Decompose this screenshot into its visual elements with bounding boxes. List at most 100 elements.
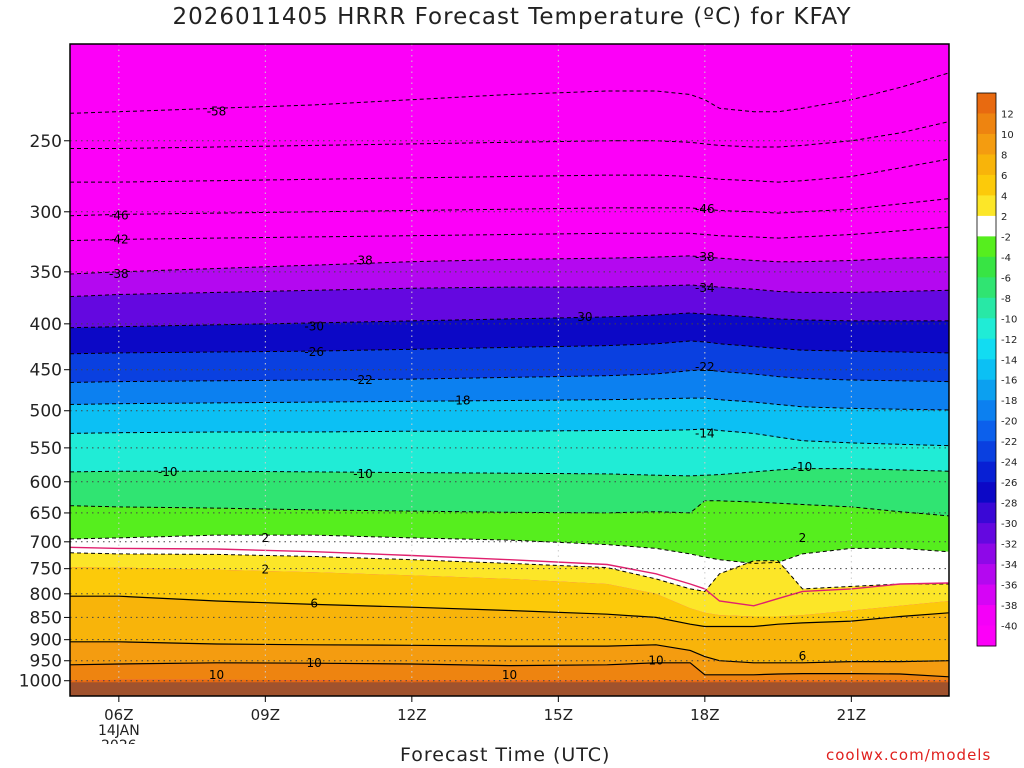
- contour-label: -30: [573, 310, 593, 324]
- dashed-isotherm: [70, 226, 949, 242]
- colorbar-label: -26: [1001, 478, 1017, 489]
- colorbar-label: -8: [1001, 294, 1011, 305]
- fill-band: [70, 521, 949, 564]
- dashed-isotherm: [70, 340, 949, 355]
- x-tick-label: 09Z: [251, 706, 280, 724]
- colorbar-label: 8: [1001, 150, 1007, 161]
- colorbar-swatch: [977, 154, 996, 176]
- zero-isotherm: [70, 546, 949, 607]
- y-tick-label: 650: [30, 504, 62, 524]
- dashed-isotherm: [70, 158, 949, 183]
- contour-label: 2: [262, 531, 270, 545]
- contour-label: -22: [695, 360, 715, 374]
- solid-isotherm: [70, 662, 949, 678]
- colorbar-label: -14: [1001, 355, 1017, 366]
- dashed-isotherm: [70, 397, 949, 411]
- x-tick-label: 15Z: [544, 706, 573, 724]
- x-tick-label: 12Z: [397, 706, 426, 724]
- colorbar-label: -18: [1001, 396, 1017, 407]
- dashed-isotherm: [70, 198, 949, 217]
- contour-label: 10: [307, 656, 322, 670]
- colorbar-label: -34: [1001, 560, 1017, 571]
- colorbar-label: -4: [1001, 253, 1011, 264]
- y-tick-label: 750: [30, 560, 62, 580]
- y-tick-label: 450: [30, 361, 62, 381]
- colorbar-label: -22: [1001, 437, 1017, 448]
- colorbar-label: -20: [1001, 417, 1017, 428]
- colorbar-swatch: [977, 195, 996, 217]
- colorbar-swatch: [977, 93, 996, 114]
- contour-label: -58: [207, 105, 227, 119]
- colorbar-swatch: [977, 584, 996, 606]
- contour-label: -34: [695, 281, 715, 295]
- colorbar-label: -6: [1001, 273, 1011, 284]
- ground-layer: [70, 682, 949, 696]
- contour-label: 6: [310, 596, 318, 610]
- contour-label: 10: [648, 654, 663, 668]
- colorbar: 12 10 8 6 4 2 -2 -4 -6 -8 -10 -12 -14 -16 -18 -20 -22 -24…: [976, 92, 1017, 647]
- y-tick-label: 1000: [19, 672, 62, 692]
- solid-isotherm: [70, 595, 949, 628]
- colorbar-swatch: [977, 502, 996, 524]
- credit-link[interactable]: coolwx.com/models: [826, 746, 992, 764]
- x-tick-sublabel: 14JAN: [98, 723, 140, 739]
- contour-labels: -58 -46 -46 -42 -38 -38 -38 -34 -30 -30 -26 -22 -22 -…: [109, 105, 813, 682]
- dashed-isotherm: [70, 534, 949, 564]
- colorbar-label: -10: [1001, 314, 1017, 325]
- contour-label: -46: [109, 209, 129, 223]
- contour-label: -14: [695, 426, 715, 440]
- fill-band: [70, 451, 949, 476]
- contour-label: -10: [793, 460, 813, 474]
- contour-label: -38: [353, 254, 373, 268]
- y-tick-label: 900: [30, 631, 62, 651]
- dashed-isotherm: [70, 369, 949, 383]
- fill-band: [70, 535, 949, 592]
- contour-label: -46: [695, 202, 715, 216]
- colorbar-label: -2: [1001, 232, 1011, 243]
- colorbar-swatch: [977, 441, 996, 463]
- y-tick-label: 250: [30, 132, 62, 152]
- colorbar-swatch: [977, 625, 996, 647]
- dashed-isotherm: [70, 72, 949, 114]
- colorbar-label: -30: [1001, 519, 1017, 530]
- dashed-isotherm: [70, 255, 949, 275]
- colorbar-swatch: [977, 338, 996, 360]
- fill-band: [70, 413, 949, 446]
- contour-label: -30: [304, 320, 324, 334]
- chart-title: 2026011405 HRRR Forecast Temperature (ºC…: [172, 4, 852, 30]
- colorbar-label: -32: [1001, 540, 1017, 551]
- colorbar-label: -24: [1001, 458, 1017, 469]
- fill-band: [70, 641, 949, 677]
- contour-label: -10: [158, 465, 178, 479]
- x-tick-label: 18Z: [690, 706, 719, 724]
- colorbar-label: -38: [1001, 601, 1017, 612]
- fill-band: [70, 270, 949, 297]
- colorbar-frame: [976, 92, 997, 647]
- colorbar-label: -16: [1001, 376, 1017, 387]
- fill-band: [70, 355, 949, 383]
- y-axis: 250 300 350 400 450 500 550 600 650 700 750 800 850 9…: [19, 132, 70, 692]
- colorbar-swatch: [977, 133, 996, 155]
- y-tick-label: 800: [30, 585, 62, 605]
- colorbar-label: -12: [1001, 335, 1017, 346]
- colorbar-swatch: [977, 461, 996, 483]
- colorbar-label: 2: [1001, 212, 1007, 223]
- colorbar-label: 12: [1001, 109, 1014, 120]
- colorbar-label: 4: [1001, 191, 1007, 202]
- fill-band: [70, 242, 949, 274]
- contour-label: -26: [304, 345, 324, 359]
- dashed-isotherm: [70, 312, 949, 329]
- colorbar-swatch: [977, 564, 996, 586]
- contour-label: 10: [502, 668, 517, 682]
- x-axis: 06Z14JAN2026 09Z 12Z 15Z 18Z 21Z: [98, 696, 866, 744]
- colorbar-label: 10: [1001, 130, 1014, 141]
- colorbar-swatch: [977, 482, 996, 504]
- colorbar-swatch: [977, 379, 996, 401]
- colorbar-swatch: [977, 543, 996, 565]
- y-tick-label: 700: [30, 533, 62, 553]
- contour-label: -42: [109, 232, 129, 246]
- x-tick-label: 06Z: [104, 706, 133, 724]
- colorbar-swatch: [977, 174, 996, 196]
- colorbar-swatch: [977, 236, 996, 258]
- colorbar-swatch: [977, 359, 996, 381]
